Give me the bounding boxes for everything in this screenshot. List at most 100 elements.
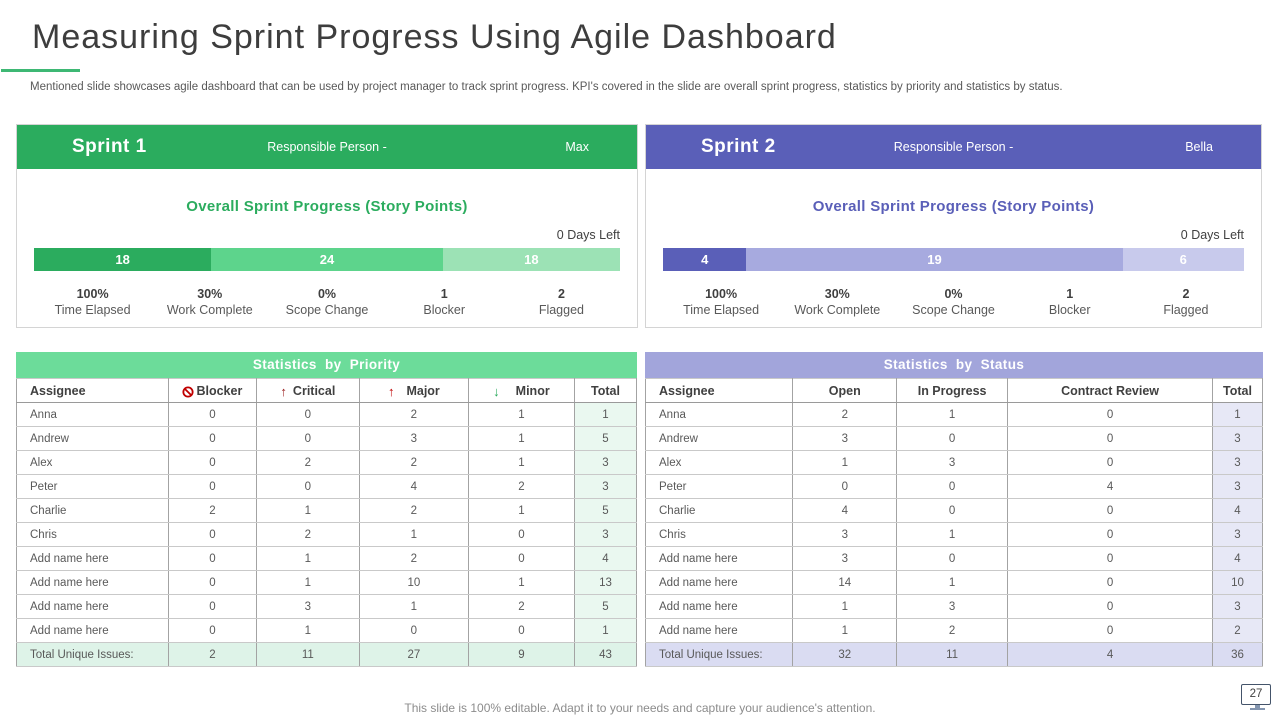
column-label: In Progress — [917, 383, 987, 398]
value-cell: 2 — [167, 498, 257, 523]
value-cell: 1 — [255, 546, 360, 571]
stat-label: Time Elapsed — [683, 303, 760, 317]
value-cell: 1 — [896, 402, 1009, 427]
value-cell: 5 — [573, 594, 638, 619]
value-cell: 32 — [792, 642, 898, 667]
value-cell: 10 — [358, 570, 469, 595]
column-label: Assignee — [30, 383, 86, 398]
stat-item: 0% Scope Change — [895, 287, 1011, 317]
value-cell: 3 — [1211, 522, 1264, 547]
value-cell: 1 — [467, 426, 575, 451]
column-label: Minor — [515, 383, 550, 398]
value-cell: 0 — [1007, 546, 1213, 571]
value-cell: 27 — [358, 642, 469, 667]
days-left-label: 0 Days Left — [1180, 228, 1244, 242]
stat-value: 30% — [824, 287, 850, 301]
stat-value: 0% — [317, 287, 337, 301]
table-row: Chris 3 1 0 3 — [644, 522, 1264, 547]
assignee-cell: Add name here — [16, 546, 169, 571]
column-header-in-progress: In Progress — [896, 378, 1009, 403]
assignee-cell: Add name here — [16, 618, 169, 643]
value-cell: 1 — [792, 594, 898, 619]
progress-segment: 6 — [1122, 248, 1244, 271]
assignee-cell: Add name here — [644, 546, 794, 571]
slide-number-monitor-icon: 27 — [1241, 684, 1273, 710]
column-header-contract-review: Contract Review — [1007, 378, 1213, 403]
stat-item: 30% Work Complete — [779, 287, 895, 317]
value-cell: 4 — [573, 546, 638, 571]
stat-item: 30% Work Complete — [151, 287, 268, 317]
value-cell: 3 — [573, 522, 638, 547]
column-header-minor: ↓ Minor — [467, 378, 575, 403]
table-row: Add name here 0 1 10 1 13 — [16, 570, 638, 595]
stat-label: Work Complete — [166, 303, 253, 317]
statistics-by-priority-table: Statistics by Priority Assignee Blocker ↑ C… — [16, 352, 638, 667]
column-header-assignee: Assignee — [644, 378, 794, 403]
stat-label: Flagged — [1163, 303, 1209, 317]
value-cell: 2 — [255, 522, 360, 547]
value-cell: 5 — [573, 498, 638, 523]
value-cell: 0 — [255, 402, 360, 427]
progress-segment: 4 — [663, 248, 747, 271]
value-cell: 0 — [167, 402, 257, 427]
monitor-base — [1249, 708, 1265, 710]
value-cell: 0 — [467, 522, 575, 547]
assignee-cell: Add name here — [644, 618, 794, 643]
assignee-cell: Add name here — [16, 570, 169, 595]
value-cell: 3 — [792, 522, 898, 547]
progress-bar: 4 19 6 — [663, 248, 1244, 271]
value-cell: 3 — [1211, 450, 1264, 475]
value-cell: 0 — [167, 522, 257, 547]
stat-label: Blocker — [423, 303, 466, 317]
assignee-cell: Add name here — [16, 594, 169, 619]
value-cell: 2 — [167, 642, 257, 667]
value-cell: 0 — [1007, 498, 1213, 523]
value-cell: 4 — [1211, 498, 1264, 523]
assignee-cell: Peter — [16, 474, 169, 499]
table-row: Andrew 3 0 0 3 — [644, 426, 1264, 451]
stat-item: 100% Time Elapsed — [663, 287, 779, 317]
monitor-neck — [1254, 705, 1260, 708]
progress-title: Overall Sprint Progress (Story Points) — [186, 198, 468, 215]
stat-value: 1 — [1066, 287, 1074, 301]
column-label: Blocker — [196, 383, 243, 398]
stat-label: Scope Change — [285, 303, 369, 317]
sprint-1-card: Sprint 1 Responsible Person - Max Overal… — [16, 124, 638, 328]
column-header-total: Total — [573, 378, 638, 403]
value-cell: 0 — [1007, 426, 1213, 451]
value-cell: 10 — [1211, 570, 1264, 595]
stat-value: 100% — [705, 287, 738, 301]
table-row: Alex 0 2 2 1 3 — [16, 450, 638, 475]
stat-item: 100% Time Elapsed — [34, 287, 151, 317]
value-cell: 0 — [467, 618, 575, 643]
value-cell: 0 — [167, 546, 257, 571]
total-row: Total Unique Issues: 32 11 4 36 — [644, 642, 1264, 667]
value-cell: 1 — [792, 450, 898, 475]
value-cell: 0 — [1007, 402, 1213, 427]
page-subtitle: Mentioned slide showcases agile dashboar… — [30, 81, 1063, 93]
statistics-by-status-table: Statistics by Status Assignee Open In Prog… — [644, 352, 1264, 667]
value-cell: 3 — [896, 450, 1009, 475]
value-cell: 2 — [467, 594, 575, 619]
table-row: Add name here 0 1 2 0 4 — [16, 546, 638, 571]
value-cell: 4 — [1211, 546, 1264, 571]
value-cell: 43 — [573, 642, 638, 667]
assignee-cell: Peter — [644, 474, 794, 499]
value-cell: 1 — [467, 498, 575, 523]
value-cell: 3 — [255, 594, 360, 619]
value-cell: 2 — [896, 618, 1009, 643]
stat-item: 0% Scope Change — [268, 287, 385, 317]
major-icon: ↑ — [387, 383, 395, 399]
progress-segment: 24 — [211, 248, 443, 271]
assignee-cell: Alex — [16, 450, 169, 475]
value-cell: 36 — [1211, 642, 1264, 667]
column-header-major: ↑ Major — [358, 378, 469, 403]
value-cell: 1 — [358, 594, 469, 619]
table-row: Add name here 14 1 0 10 — [644, 570, 1264, 595]
column-label: Critical — [292, 383, 336, 398]
value-cell: 0 — [358, 618, 469, 643]
value-cell: 0 — [167, 570, 257, 595]
value-cell: 0 — [167, 426, 257, 451]
table-row: Anna 0 0 2 1 1 — [16, 402, 638, 427]
responsible-person-label: Responsible Person - — [267, 140, 387, 154]
